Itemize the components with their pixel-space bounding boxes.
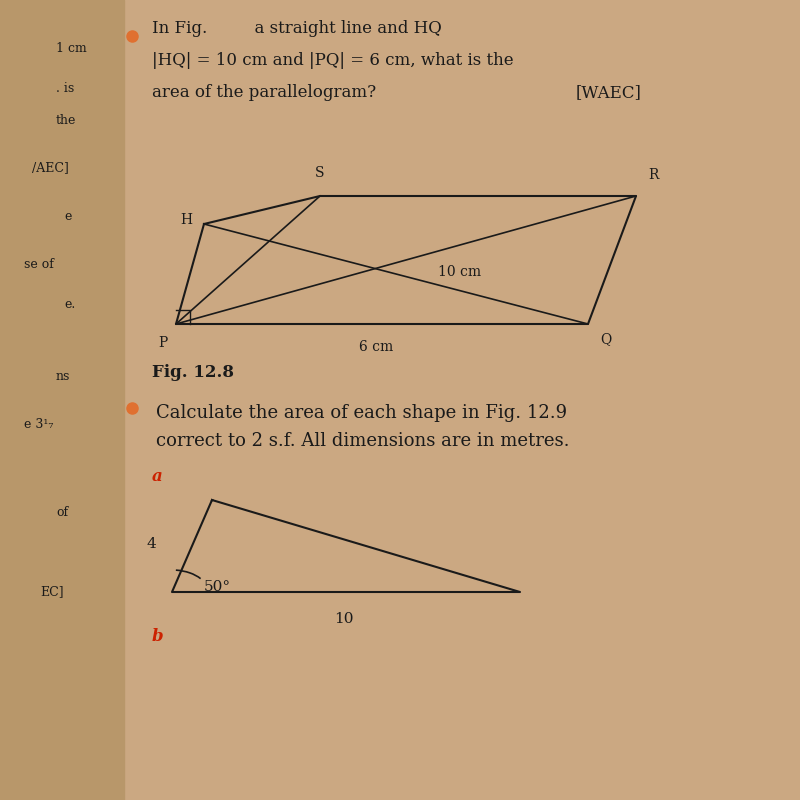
Bar — [0, 0, 124, 800]
Text: Calculate the area of each shape in Fig. 12.9: Calculate the area of each shape in Fig.… — [156, 404, 567, 422]
Text: b: b — [152, 628, 164, 645]
Text: /AEC]: /AEC] — [32, 162, 69, 174]
Text: 50°: 50° — [204, 580, 231, 594]
Text: of: of — [56, 506, 68, 518]
Text: correct to 2 s.f. All dimensions are in metres.: correct to 2 s.f. All dimensions are in … — [156, 432, 570, 450]
Text: . is: . is — [56, 82, 74, 94]
Text: Q: Q — [600, 332, 611, 346]
Text: |HQ| = 10 cm and |PQ| = 6 cm, what is the: |HQ| = 10 cm and |PQ| = 6 cm, what is th… — [152, 52, 514, 69]
Text: a: a — [152, 468, 162, 485]
Text: e 3¹₇: e 3¹₇ — [24, 418, 54, 430]
Text: 6 cm: 6 cm — [359, 340, 393, 354]
Text: S: S — [315, 166, 325, 180]
Text: e: e — [64, 210, 71, 222]
Text: ns: ns — [56, 370, 70, 382]
Text: 10: 10 — [334, 612, 354, 626]
Text: R: R — [648, 168, 658, 182]
Text: Fig. 12.8: Fig. 12.8 — [152, 364, 234, 381]
Text: 4: 4 — [146, 537, 156, 551]
Text: EC]: EC] — [40, 586, 64, 598]
Text: the: the — [56, 114, 76, 126]
Text: e.: e. — [64, 298, 75, 310]
Text: P: P — [158, 336, 168, 350]
Text: H: H — [180, 213, 192, 227]
Text: area of the parallelogram?: area of the parallelogram? — [152, 84, 376, 101]
Text: 1 cm: 1 cm — [56, 42, 86, 54]
Text: In Fig.         a straight line and HQ: In Fig. a straight line and HQ — [152, 20, 442, 37]
Text: 10 cm: 10 cm — [438, 265, 482, 279]
Text: [WAEC]: [WAEC] — [576, 84, 642, 101]
Text: se of: se of — [24, 258, 54, 270]
